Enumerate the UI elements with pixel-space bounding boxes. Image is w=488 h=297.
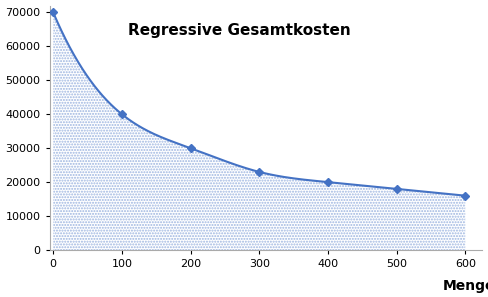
- X-axis label: Menge: Menge: [443, 279, 488, 293]
- Text: Regressive Gesamtkosten: Regressive Gesamtkosten: [127, 23, 350, 38]
